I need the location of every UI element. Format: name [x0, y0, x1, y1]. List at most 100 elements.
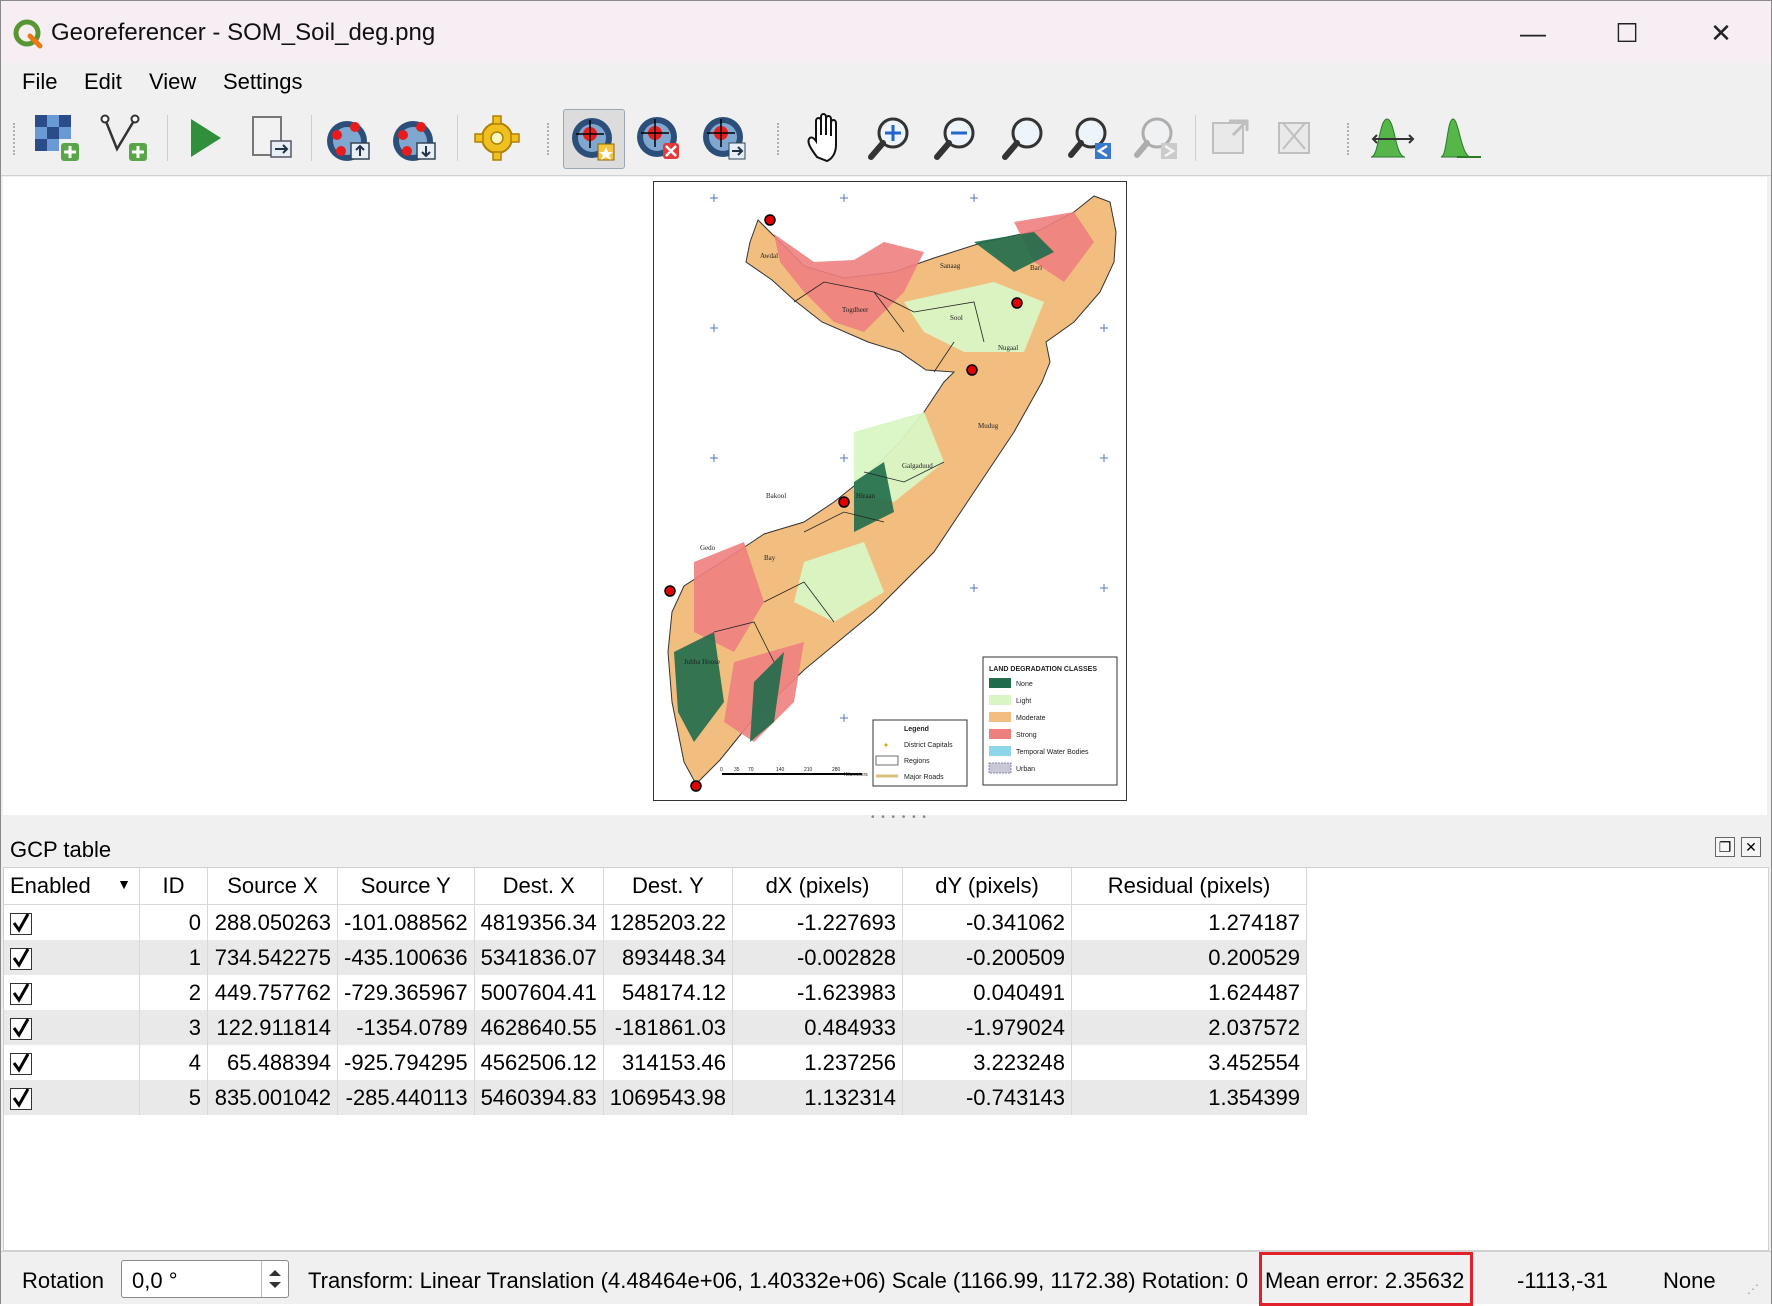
gcp-cell-dyp[interactable]: -0.743143: [902, 1080, 1073, 1115]
spin-up-icon[interactable]: [269, 1270, 281, 1276]
toolbar-grip[interactable]: [547, 123, 553, 155]
gcp-cell-res[interactable]: 1.274187: [1071, 904, 1308, 940]
gcp-point-marker[interactable]: [664, 585, 676, 597]
gcp-cell-sx[interactable]: 65.488394: [207, 1045, 338, 1080]
rotation-spinbox[interactable]: 0,0 °: [121, 1260, 289, 1298]
gcp-cell-res[interactable]: 3.452554: [1071, 1045, 1308, 1080]
move-gcp-icon[interactable]: [695, 109, 755, 167]
gcp-cell-dy[interactable]: 314153.46: [603, 1045, 734, 1080]
table-row[interactable]: 5 835.001042 -285.440113 5460394.83 1069543.…: [4, 1080, 1308, 1115]
gcp-cell-id[interactable]: 3: [139, 1010, 208, 1045]
zoom-last-icon[interactable]: [1061, 109, 1121, 167]
save-gcp-icon[interactable]: [385, 109, 445, 167]
gcp-cell-dx[interactable]: 4562506.12: [474, 1045, 604, 1080]
gcp-cell-dxp[interactable]: 0.484933: [732, 1010, 904, 1045]
gcp-cell-res[interactable]: 1.354399: [1071, 1080, 1308, 1115]
float-panel-icon[interactable]: ❐: [1715, 837, 1735, 857]
table-row[interactable]: 1 734.542275 -435.100636 5341836.07 893448.3…: [4, 940, 1308, 975]
link-qgis-icon[interactable]: [1269, 109, 1329, 167]
gcp-cell-id[interactable]: 4: [139, 1045, 208, 1080]
gcp-cell-sy[interactable]: -435.100636: [337, 940, 475, 975]
toolbar-grip[interactable]: [777, 123, 783, 155]
gcp-cell-dxp[interactable]: -1.623983: [732, 975, 904, 1010]
gcp-cell-dx[interactable]: 5341836.07: [474, 940, 604, 975]
full-histogram-stretch-icon[interactable]: [1365, 109, 1425, 167]
menu-settings[interactable]: Settings: [223, 69, 303, 94]
enabled-cell[interactable]: [4, 940, 140, 975]
enabled-checkbox[interactable]: [10, 982, 32, 1005]
gcp-point-marker[interactable]: [690, 780, 702, 792]
spin-down-icon[interactable]: [269, 1282, 281, 1288]
enabled-cell[interactable]: [4, 1010, 140, 1045]
gcp-cell-sx[interactable]: 734.542275: [207, 940, 338, 975]
gcp-cell-res[interactable]: 1.624487: [1071, 975, 1308, 1010]
gcp-cell-dy[interactable]: 893448.34: [603, 940, 734, 975]
load-gcp-icon[interactable]: [319, 109, 379, 167]
gcp-cell-dxp[interactable]: 1.237256: [732, 1045, 904, 1080]
column-header-dest-x[interactable]: Dest. X: [474, 868, 604, 905]
add-point-icon[interactable]: [563, 109, 625, 169]
gcp-point-marker[interactable]: [764, 214, 776, 226]
gcp-cell-id[interactable]: 1: [139, 940, 208, 975]
column-header-dest-y[interactable]: Dest. Y: [603, 868, 734, 905]
crs-indicator[interactable]: None: [1663, 1268, 1716, 1293]
zoom-to-layer-icon[interactable]: [995, 109, 1055, 167]
delete-point-icon[interactable]: [629, 109, 689, 167]
menu-file[interactable]: File: [22, 69, 58, 94]
gcp-cell-dxp[interactable]: -0.002828: [732, 940, 904, 975]
column-header-source-y[interactable]: Source Y: [337, 868, 475, 905]
close-button[interactable]: ✕: [1710, 18, 1732, 48]
column-header-residual[interactable]: Residual (pixels): [1071, 868, 1308, 905]
minimize-button[interactable]: —: [1520, 18, 1546, 48]
gcp-cell-sx[interactable]: 449.757762: [207, 975, 338, 1010]
gcp-point-marker[interactable]: [966, 364, 978, 376]
gcp-cell-dy[interactable]: 1069543.98: [603, 1080, 734, 1115]
pan-icon[interactable]: [795, 109, 855, 167]
gcp-point-marker[interactable]: [838, 496, 850, 508]
splitter-handle-icon[interactable]: • • • • • •: [871, 812, 928, 823]
gcp-cell-sy[interactable]: -925.794295: [337, 1045, 475, 1080]
enabled-cell[interactable]: [4, 1045, 140, 1080]
gcp-cell-dxp[interactable]: -1.227693: [732, 904, 904, 940]
raster-image[interactable]: Awdal Sanaag Bari Togdheer Sool Nugaal M…: [653, 181, 1127, 801]
gcp-cell-dxp[interactable]: 1.132314: [732, 1080, 904, 1115]
gcp-cell-dy[interactable]: 548174.12: [603, 975, 734, 1010]
table-row[interactable]: 0 288.050263 -101.088562 4819356.34 1285203.…: [4, 904, 1308, 940]
enabled-cell[interactable]: [4, 975, 140, 1010]
gcp-cell-dx[interactable]: 5460394.83: [474, 1080, 604, 1115]
gcp-cell-sx[interactable]: 835.001042: [207, 1080, 338, 1115]
column-header-dx-pixels[interactable]: dX (pixels): [732, 868, 904, 905]
enabled-checkbox[interactable]: [10, 1017, 32, 1040]
zoom-out-icon[interactable]: [927, 109, 987, 167]
column-header-dy-pixels[interactable]: dY (pixels): [902, 868, 1073, 905]
enabled-checkbox[interactable]: [10, 1052, 32, 1075]
maximize-button[interactable]: ☐: [1615, 18, 1639, 48]
gcp-cell-dyp[interactable]: -0.200509: [902, 940, 1073, 975]
gcp-cell-dyp[interactable]: 3.223248: [902, 1045, 1073, 1080]
gcp-cell-sy[interactable]: -285.440113: [337, 1080, 475, 1115]
panel-splitter[interactable]: • • • • • •: [1, 812, 1771, 827]
column-header-enabled[interactable]: Enabled ▼: [4, 868, 140, 905]
gcp-cell-dx[interactable]: 4628640.55: [474, 1010, 604, 1045]
gcp-cell-dx[interactable]: 4819356.34: [474, 904, 604, 940]
gcp-cell-dy[interactable]: -181861.03: [603, 1010, 734, 1045]
table-row[interactable]: 2 449.757762 -729.365967 5007604.41 548174.1…: [4, 975, 1308, 1010]
settings-gear-icon[interactable]: [467, 109, 527, 167]
gcp-cell-dx[interactable]: 5007604.41: [474, 975, 604, 1010]
gcp-cell-id[interactable]: 0: [139, 904, 208, 940]
rotation-value[interactable]: 0,0 °: [132, 1268, 178, 1293]
enabled-cell[interactable]: [4, 1080, 140, 1115]
gcp-cell-dyp[interactable]: -0.341062: [902, 904, 1073, 940]
gcp-cell-dy[interactable]: 1285203.22: [603, 904, 734, 940]
spin-arrows[interactable]: [261, 1261, 288, 1297]
gcp-cell-sy[interactable]: -101.088562: [337, 904, 475, 940]
zoom-in-icon[interactable]: [861, 109, 921, 167]
zoom-next-icon[interactable]: [1127, 109, 1187, 167]
gcp-point-marker[interactable]: [1011, 297, 1023, 309]
table-row[interactable]: 3 122.911814 -1354.0789 4628640.55 -181861.0…: [4, 1010, 1308, 1045]
toolbar-grip[interactable]: [13, 123, 19, 155]
open-raster-icon[interactable]: [29, 109, 89, 167]
gcp-cell-dyp[interactable]: -1.979024: [902, 1010, 1073, 1045]
menu-view[interactable]: View: [149, 69, 197, 94]
add-vector-icon[interactable]: [97, 109, 157, 167]
